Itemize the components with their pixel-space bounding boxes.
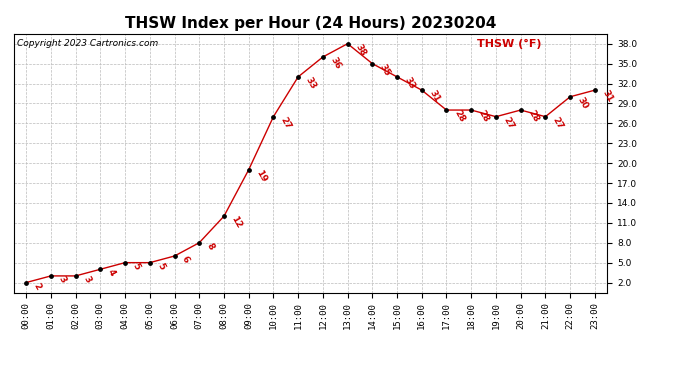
Point [564,94,575,100]
Text: THSW (°F): THSW (°F) [477,39,541,49]
Point [95,266,106,272]
Text: 31: 31 [600,89,614,104]
Point [144,260,155,266]
Point [268,114,279,120]
Point [46,273,57,279]
Point [293,74,304,80]
Text: 6: 6 [180,255,191,264]
Title: THSW Index per Hour (24 Hours) 20230204: THSW Index per Hour (24 Hours) 20230204 [125,16,496,31]
Point [194,240,205,246]
Text: 8: 8 [205,242,216,251]
Text: 5: 5 [130,261,141,271]
Text: 36: 36 [328,56,342,71]
Point [70,273,81,279]
Text: 28: 28 [452,109,466,124]
Text: 27: 27 [551,115,565,131]
Text: 3: 3 [57,274,68,284]
Text: 35: 35 [378,62,392,78]
Text: 27: 27 [502,115,515,131]
Text: Copyright 2023 Cartronics.com: Copyright 2023 Cartronics.com [17,39,158,48]
Point [491,114,502,120]
Text: 33: 33 [304,75,317,91]
Text: 4: 4 [106,268,117,278]
Point [515,107,526,113]
Point [243,167,254,173]
Point [391,74,402,80]
Point [21,279,32,285]
Text: 19: 19 [254,168,268,184]
Text: 28: 28 [477,109,491,124]
Text: 3: 3 [81,274,92,284]
Point [416,87,427,93]
Point [169,253,180,259]
Text: 31: 31 [427,89,442,104]
Text: 38: 38 [353,42,367,58]
Text: 2: 2 [32,281,43,291]
Point [589,87,600,93]
Text: 30: 30 [575,95,590,111]
Point [119,260,130,266]
Text: 33: 33 [402,75,417,91]
Point [540,114,551,120]
Point [219,213,230,219]
Point [342,41,353,47]
Text: 5: 5 [155,261,166,271]
Point [441,107,452,113]
Text: 27: 27 [279,115,293,131]
Point [466,107,477,113]
Point [317,54,328,60]
Point [367,61,378,67]
Text: 28: 28 [526,109,540,124]
Text: 12: 12 [230,215,244,230]
